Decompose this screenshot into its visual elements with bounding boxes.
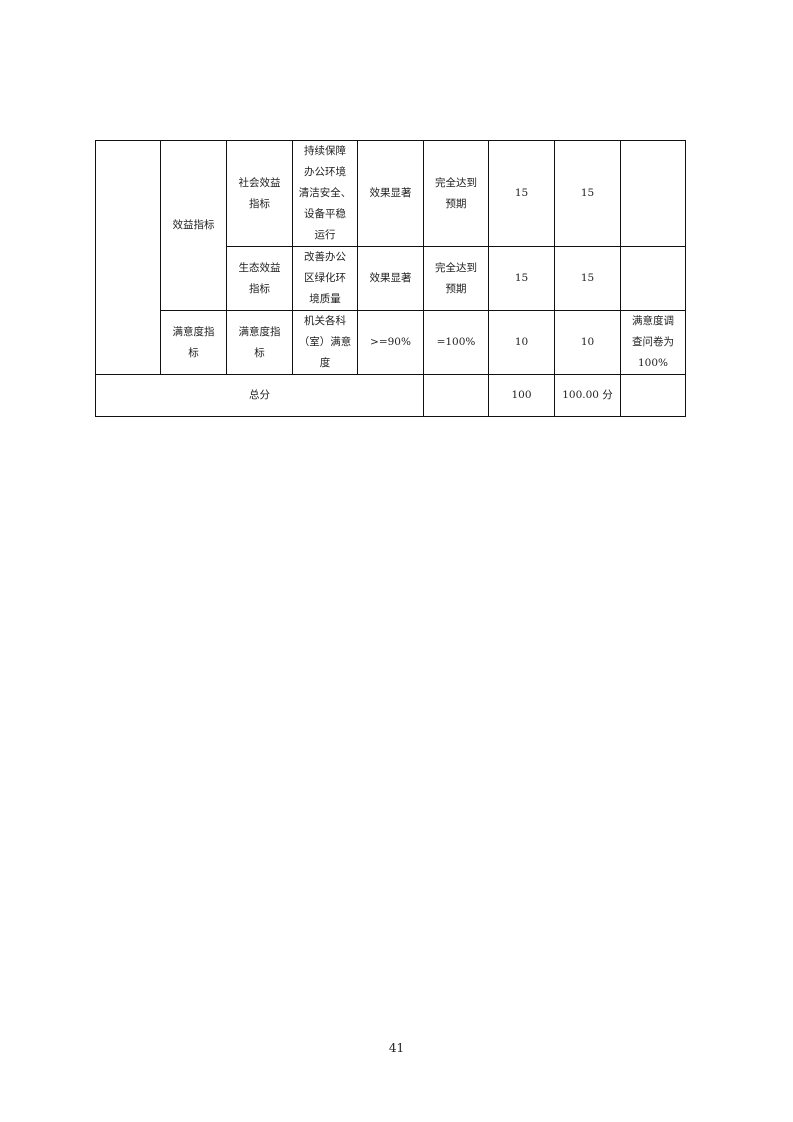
table-cell: 效果显著: [357, 246, 424, 311]
table-row: 满意度指 标 满意度指 标 机关各科 （室）满意 度 >=90% =100% 1…: [96, 310, 686, 375]
total-target: [423, 374, 489, 417]
table-cell: [620, 140, 686, 247]
table-cell: 15: [554, 140, 621, 247]
table-cell: 满意度指 标: [160, 310, 227, 375]
total-score: 100.00 分: [554, 374, 621, 417]
table-cell: 15: [554, 246, 621, 311]
table-row: 效益指标 社会效益 指标 持续保障 办公环境 清洁安全、 设备平稳 运行 效果显…: [95, 140, 686, 375]
table-cell: 完全达到 预期: [423, 246, 489, 311]
table-cell: 15: [488, 246, 555, 311]
table-cell: 生态效益 指标: [226, 246, 293, 311]
table-cell: 10: [554, 310, 621, 375]
total-note: [620, 374, 686, 417]
page-number: 41: [388, 1041, 405, 1055]
total-label: 总分: [95, 374, 424, 417]
table-cell: =100%: [423, 310, 489, 375]
table-cell: 效果显著: [357, 140, 424, 247]
table-cell: 15: [488, 140, 555, 247]
total-weight: 100: [488, 374, 555, 417]
table-cell: 10: [488, 310, 555, 375]
table-cell: 完全达到 预期: [423, 140, 489, 247]
table-cell: 改善办公 区绿化环 境质量: [292, 246, 358, 311]
table-cell: 社会效益 指标: [226, 140, 293, 247]
table-row: 生态效益 指标 改善办公 区绿化环 境质量 效果显著 完全达到 预期 15 15: [96, 246, 686, 311]
table-cell: 满意度调 查问卷为 100%: [620, 310, 686, 375]
table-cell: [620, 246, 686, 311]
performance-table: 效益指标 社会效益 指标 持续保障 办公环境 清洁安全、 设备平稳 运行 效果显…: [95, 140, 686, 417]
table-cell: >=90%: [357, 310, 424, 375]
table-cell: 持续保障 办公环境 清洁安全、 设备平稳 运行: [292, 140, 358, 247]
table-cell: 满意度指 标: [226, 310, 293, 375]
total-row: 总分 100 100.00 分: [95, 374, 686, 417]
table-cell-empty: [95, 140, 161, 375]
table-cell: 机关各科 （室）满意 度: [292, 310, 358, 375]
table-cell: 效益指标: [160, 140, 227, 311]
